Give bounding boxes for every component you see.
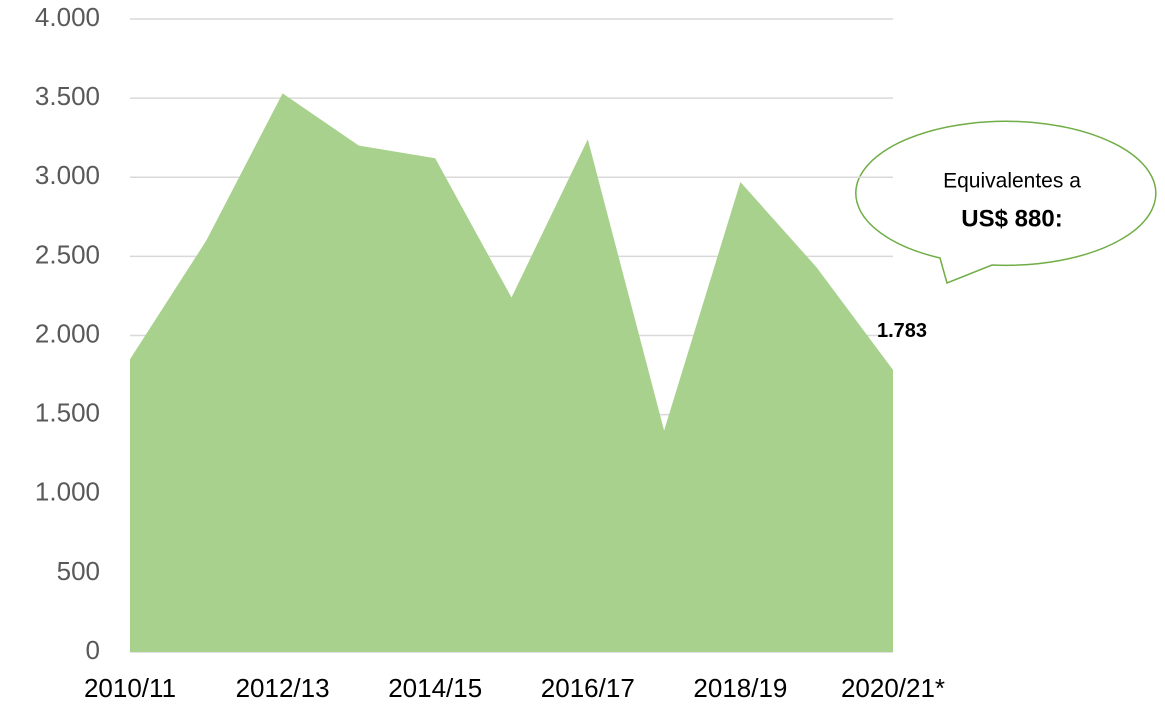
callout-text: Equivalentes a — [943, 170, 1081, 193]
y-tick-label: 0 — [86, 635, 100, 665]
x-tick-label: 2012/13 — [236, 673, 330, 703]
x-tick-label: 2016/17 — [541, 673, 635, 703]
y-tick-label: 3.000 — [35, 160, 100, 190]
y-tick-label: 3.500 — [35, 81, 100, 111]
y-tick-label: 1.500 — [35, 398, 100, 428]
y-tick-label: 2.000 — [35, 318, 100, 348]
x-tick-label: 2020/21* — [841, 673, 945, 703]
x-tick-label: 2014/15 — [388, 673, 482, 703]
y-tick-label: 500 — [57, 556, 100, 586]
x-tick-label: 2018/19 — [693, 673, 787, 703]
y-tick-label: 4.000 — [35, 2, 100, 32]
x-tick-label: 2010/11 — [84, 673, 176, 703]
callout-bubble — [855, 120, 1157, 285]
area — [130, 93, 893, 652]
y-tick-label: 1.000 — [35, 477, 100, 507]
callout-text: US$ 880: — [961, 205, 1062, 232]
y-tick-label: 2.500 — [35, 239, 100, 269]
data-label: 1.783 — [877, 320, 927, 342]
